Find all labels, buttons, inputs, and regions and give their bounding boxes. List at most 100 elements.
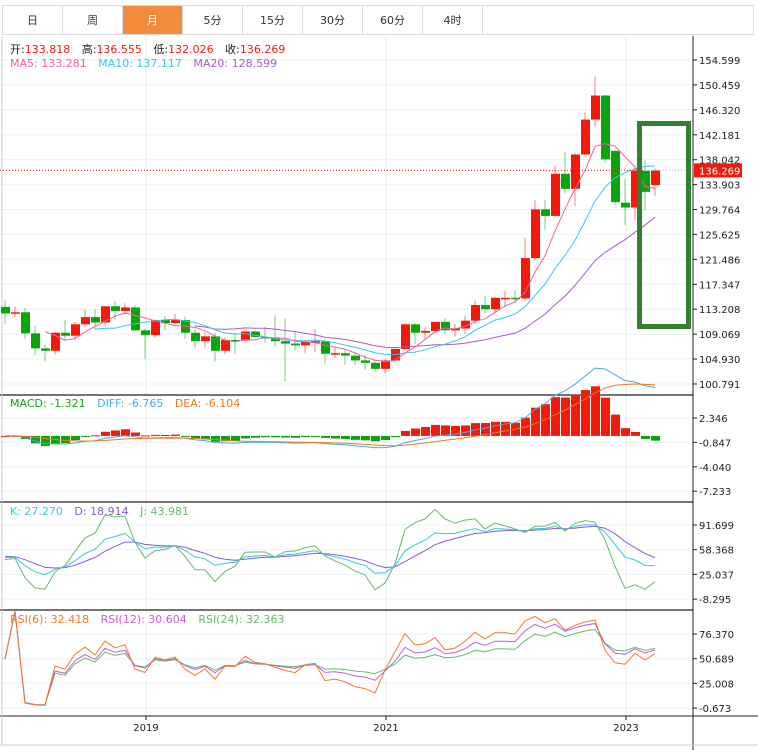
candle-body <box>571 154 580 189</box>
candle-body <box>251 331 260 337</box>
candle-body <box>551 173 560 216</box>
rsi-tick-label: 25.008 <box>699 679 734 690</box>
time-tick-label: 2021 <box>373 723 398 734</box>
kdj-tick-label: 25.037 <box>699 570 734 581</box>
candle-body <box>611 150 620 203</box>
candle-body <box>11 312 20 314</box>
macd-value: MACD: -1.321 <box>10 397 86 410</box>
candle-body <box>461 320 470 329</box>
macd-histogram-bar <box>121 429 130 436</box>
tab-week[interactable]: 周 <box>63 6 123 34</box>
dea-value: DEA: -6.104 <box>174 397 241 410</box>
candle-body <box>121 307 130 312</box>
macd-histogram-bar <box>261 435 270 438</box>
candle-body <box>41 348 50 351</box>
candle-body <box>321 341 330 354</box>
macd-histogram-bar <box>291 435 300 438</box>
price-tick-label: 104.930 <box>699 355 740 366</box>
macd-histogram-bar <box>311 435 320 437</box>
kdj-tick-label: 58.368 <box>699 546 734 557</box>
close-label: 收: <box>225 43 240 56</box>
price-tick-label: 150.459 <box>699 81 740 92</box>
macd-histogram-bar <box>501 421 510 436</box>
macd-legend: MACD: -1.321 DIFF: -6.765 DEA: -6.104 <box>10 397 248 410</box>
macd-histogram-bar <box>351 435 360 440</box>
kdj-j-line <box>4 508 656 591</box>
candle-body <box>311 341 320 343</box>
price-tick-label: 117.347 <box>699 280 740 291</box>
candle-body <box>421 330 430 333</box>
candle-body <box>221 339 230 351</box>
macd-histogram-bar <box>141 435 150 437</box>
rsi-tick-label: 50.689 <box>699 655 734 666</box>
macd-histogram-bar <box>1 435 10 437</box>
candle-body <box>331 353 340 355</box>
macd-histogram-bar <box>581 390 590 436</box>
candle-body <box>281 341 290 344</box>
tab-30min[interactable]: 30分 <box>303 6 363 34</box>
last-price-label: 136.269 <box>699 166 740 177</box>
ma10-line <box>94 165 656 356</box>
ma20-value: MA20: 128.599 <box>193 57 278 70</box>
macd-histogram-bar <box>31 435 40 444</box>
macd-tick-label: -4.040 <box>699 463 731 474</box>
candle-body <box>651 170 660 186</box>
candle-body <box>591 95 600 120</box>
j-value: J: 43.981 <box>140 505 190 518</box>
rsi12-value: RSI(12): 30.604 <box>100 613 187 626</box>
rsi12-line <box>4 611 656 706</box>
candle-body <box>51 332 60 351</box>
tab-5min[interactable]: 5分 <box>183 6 243 34</box>
candle-body <box>241 331 250 341</box>
price-tick-label: 154.599 <box>699 56 740 67</box>
macd-histogram-bar <box>151 434 160 436</box>
price-tick-label: 129.764 <box>699 206 740 217</box>
open-value: 133.818 <box>24 43 71 56</box>
macd-histogram-bar <box>551 397 560 436</box>
macd-histogram-bar <box>221 435 230 442</box>
candle-body <box>471 305 480 321</box>
candle-body <box>411 324 420 333</box>
tab-4hour[interactable]: 4时 <box>423 6 483 34</box>
candle-body <box>541 209 550 216</box>
macd-histogram-bar <box>241 435 250 439</box>
tab-month[interactable]: 月 <box>123 6 183 34</box>
ma20-line <box>194 216 656 349</box>
macd-histogram-bar <box>251 435 260 438</box>
price-tick-label: 121.486 <box>699 255 740 266</box>
candle-body <box>431 321 440 331</box>
low-value: 132.026 <box>168 43 214 56</box>
candle-body <box>491 297 500 310</box>
macd-histogram-bar <box>421 426 430 436</box>
candle-body <box>131 307 140 331</box>
candle-body <box>641 170 650 192</box>
candle-body <box>481 305 490 310</box>
macd-histogram-bar <box>651 435 660 441</box>
tab-60min[interactable]: 60分 <box>363 6 423 34</box>
macd-histogram-bar <box>231 435 240 441</box>
rsi24-value: RSI(24): 32.363 <box>198 613 285 626</box>
macd-histogram-bar <box>61 435 70 444</box>
rsi24-line <box>4 611 656 706</box>
tab-day[interactable]: 日 <box>3 6 63 34</box>
kdj-legend: K: 27.270 D: 18.914 J: 43.981 <box>10 505 197 518</box>
low-label: 低: <box>153 43 169 56</box>
candle-body <box>101 306 110 323</box>
rsi-tick-label: 76.370 <box>699 630 734 641</box>
tab-15min[interactable]: 15分 <box>243 6 303 34</box>
highlight-annotation-box <box>637 121 691 329</box>
diff-line <box>4 367 656 449</box>
rsi6-line <box>4 611 656 706</box>
macd-histogram-bar <box>441 425 450 436</box>
macd-histogram-bar <box>131 432 140 436</box>
macd-histogram-bar <box>371 435 380 442</box>
macd-histogram-bar <box>81 435 90 437</box>
candle-body <box>171 320 180 324</box>
candle-body <box>291 343 300 346</box>
ma5-value: MA5: 133.281 <box>10 57 87 70</box>
price-tick-label: 100.791 <box>699 380 740 391</box>
macd-histogram-bar <box>621 428 630 436</box>
k-value: K: 27.270 <box>10 505 63 518</box>
macd-histogram-bar <box>41 435 50 447</box>
